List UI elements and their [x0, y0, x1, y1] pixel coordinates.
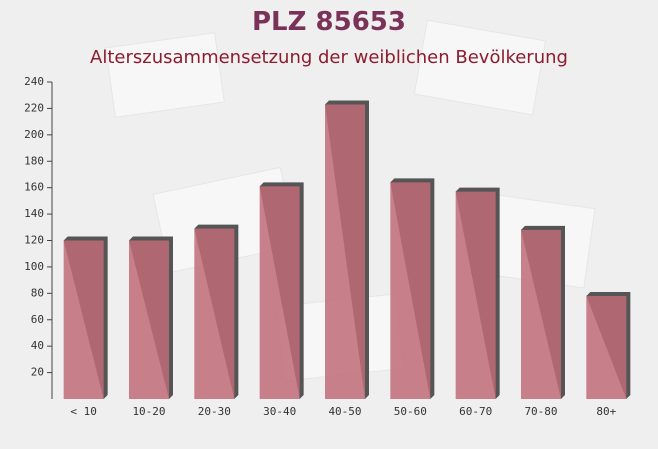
bar — [455, 191, 496, 399]
y-tick-label: 240 — [24, 75, 44, 88]
bar — [259, 186, 300, 399]
x-tick-label: 70-80 — [524, 405, 557, 418]
x-tick-label: 40-50 — [328, 405, 361, 418]
y-tick-label: 100 — [24, 260, 44, 273]
x-tick-label: 50-60 — [394, 405, 427, 418]
y-tick-label: 160 — [24, 181, 44, 194]
y-tick-label: 120 — [24, 234, 44, 247]
y-tick-label: 200 — [24, 128, 44, 141]
x-tick-label: 80+ — [596, 405, 616, 418]
y-tick-label: 220 — [24, 101, 44, 114]
chart-title: PLZ 85653 — [252, 7, 406, 37]
chart-subtitle: Alterszusammensetzung der weiblichen Bev… — [90, 47, 568, 68]
bar — [586, 295, 627, 399]
y-tick-label: 80 — [31, 286, 44, 299]
x-tick-label: 30-40 — [263, 405, 296, 418]
y-tick-label: 40 — [31, 339, 44, 352]
x-tick-label: < 10 — [70, 405, 97, 418]
bar — [325, 104, 365, 400]
bar — [129, 240, 169, 399]
y-tick-label: 20 — [31, 366, 44, 379]
bar — [390, 182, 431, 399]
bar — [521, 229, 561, 399]
bar — [63, 240, 104, 399]
y-tick-label: 60 — [31, 313, 44, 326]
x-tick-label: 20-30 — [198, 405, 231, 418]
x-tick-label: 60-70 — [459, 405, 492, 418]
bar — [194, 228, 235, 399]
x-tick-label: 10-20 — [132, 405, 165, 418]
y-tick-label: 180 — [24, 154, 44, 167]
y-tick-label: 140 — [24, 207, 44, 220]
